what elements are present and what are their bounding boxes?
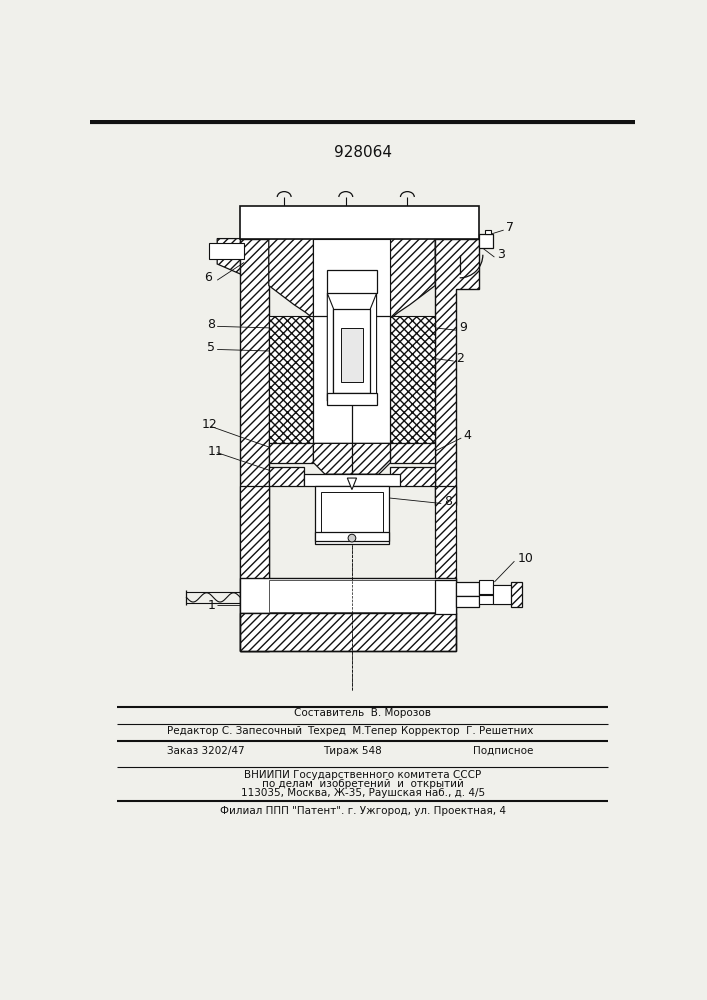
- Bar: [240, 206, 479, 239]
- Bar: [269, 316, 313, 443]
- Bar: [313, 316, 390, 443]
- Polygon shape: [240, 486, 269, 651]
- Bar: [456, 582, 479, 596]
- Polygon shape: [370, 293, 377, 401]
- Bar: [479, 595, 493, 604]
- Bar: [390, 316, 435, 443]
- Polygon shape: [390, 239, 435, 319]
- Bar: [479, 234, 493, 248]
- Text: 3: 3: [497, 248, 505, 261]
- Text: 2: 2: [456, 352, 464, 365]
- Bar: [313, 239, 390, 319]
- Bar: [479, 580, 493, 594]
- Bar: [315, 532, 389, 541]
- Bar: [304, 474, 399, 486]
- Text: 10: 10: [518, 552, 533, 565]
- Polygon shape: [390, 466, 435, 486]
- Text: 4: 4: [464, 429, 472, 442]
- Bar: [493, 585, 512, 604]
- Text: 113035, Москва, Ж-35, Раушская наб., д. 4/5: 113035, Москва, Ж-35, Раушская наб., д. …: [240, 788, 485, 798]
- Text: 7: 7: [506, 221, 514, 234]
- Bar: [240, 578, 456, 613]
- Text: 1: 1: [207, 599, 215, 612]
- Bar: [341, 328, 363, 382]
- Text: 5: 5: [207, 341, 215, 354]
- Text: Заказ 3202/47: Заказ 3202/47: [167, 746, 245, 756]
- Text: Техред  М.Тепер: Техред М.Тепер: [307, 726, 397, 736]
- Text: 6: 6: [204, 271, 212, 284]
- Polygon shape: [435, 239, 479, 505]
- Bar: [390, 443, 435, 463]
- Polygon shape: [269, 239, 313, 319]
- Polygon shape: [327, 293, 334, 401]
- Text: по делам  изобретений  и  открытий: по делам изобретений и открытий: [262, 779, 464, 789]
- Polygon shape: [240, 239, 269, 651]
- Bar: [315, 486, 389, 544]
- Text: 8: 8: [444, 495, 452, 508]
- Text: 928064: 928064: [334, 145, 392, 160]
- Bar: [209, 243, 244, 259]
- Bar: [334, 309, 370, 393]
- Bar: [321, 492, 382, 538]
- Bar: [327, 270, 377, 293]
- Text: Составитель  В. Морозов: Составитель В. Морозов: [294, 708, 431, 718]
- Text: 9: 9: [460, 321, 467, 334]
- Text: Филиал ППП "Патент". г. Ужгород, ул. Проектная, 4: Филиал ППП "Патент". г. Ужгород, ул. Про…: [220, 806, 506, 816]
- Bar: [269, 580, 456, 612]
- Polygon shape: [217, 239, 240, 274]
- Bar: [240, 613, 456, 651]
- Bar: [485, 230, 491, 234]
- Polygon shape: [435, 486, 456, 590]
- Bar: [456, 596, 479, 607]
- Text: 12: 12: [201, 418, 218, 431]
- Text: 11: 11: [207, 445, 223, 458]
- Text: ВНИИПИ Государственного комитета СССР: ВНИИПИ Государственного комитета СССР: [244, 770, 481, 780]
- Text: Редактор С. Запесочный: Редактор С. Запесочный: [167, 726, 303, 736]
- Bar: [327, 393, 377, 405]
- Polygon shape: [313, 443, 390, 474]
- Bar: [435, 580, 456, 614]
- Circle shape: [348, 534, 356, 542]
- Text: Корректор  Г. Решетних: Корректор Г. Решетних: [401, 726, 533, 736]
- Text: 8: 8: [207, 318, 215, 331]
- Text: Тираж 548: Тираж 548: [322, 746, 381, 756]
- Bar: [511, 582, 522, 607]
- Text: Подписное: Подписное: [472, 746, 533, 756]
- Polygon shape: [347, 478, 356, 490]
- Polygon shape: [269, 466, 304, 486]
- Bar: [269, 443, 313, 463]
